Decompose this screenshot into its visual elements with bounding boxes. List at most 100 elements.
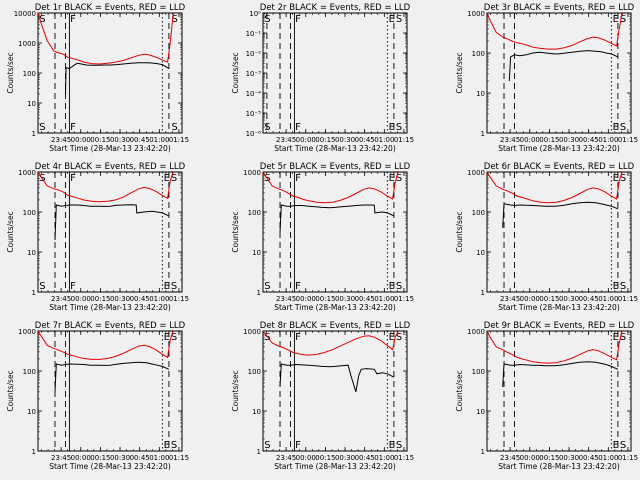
- x-tick-label: 01:00: [374, 295, 394, 303]
- series-line-lld: [487, 172, 624, 204]
- x-tick-label: 23:45: [276, 454, 296, 462]
- event-label-bottom: F: [70, 122, 76, 133]
- x-tick-label: 01:00: [374, 454, 394, 462]
- y-tick-label: 10: [27, 249, 36, 257]
- y-tick-label: 10⁻⁵: [246, 110, 262, 118]
- x-tick-label: 00:45: [130, 295, 150, 303]
- x-tick-label: 00:00: [71, 295, 91, 303]
- x-tick-label: 01:00: [149, 454, 169, 462]
- event-label-top: S: [396, 332, 402, 343]
- x-tick-label: 00:15: [539, 295, 559, 303]
- event-label-top: S: [396, 173, 402, 184]
- y-tick-label: 100: [472, 50, 485, 58]
- plot-frame: [37, 330, 183, 452]
- x-tick-label: 00:15: [315, 136, 335, 144]
- event-label-bottom: S: [264, 281, 270, 292]
- series-line-lld: [38, 331, 175, 360]
- x-tick-label: 01:00: [149, 295, 169, 303]
- y-axis-label: Counts/sec: [455, 211, 464, 252]
- x-tick-label: 01:15: [394, 454, 414, 462]
- panel-title: Det 5r BLACK = Events, RED = LLD: [260, 162, 411, 172]
- x-tick-label: 23:45: [500, 454, 520, 462]
- x-tick-label: 00:45: [355, 454, 375, 462]
- series-group: [38, 172, 175, 241]
- y-tick-label: 100: [472, 368, 485, 376]
- x-tick-label: 00:45: [579, 454, 599, 462]
- x-tick-label: 00:00: [296, 454, 316, 462]
- x-tick-label: 23:45: [276, 136, 296, 144]
- event-label-top: E: [164, 332, 170, 343]
- x-tick-label: 00:15: [539, 454, 559, 462]
- x-tick-label: 23:45: [51, 136, 71, 144]
- x-axis-label: Start Time (28-Mar-13 23:42:20): [498, 462, 620, 471]
- series-line-lld: [487, 13, 624, 50]
- event-label-bottom: F: [295, 281, 301, 292]
- y-tick-label: 100: [472, 209, 485, 217]
- event-label-bottom: S: [620, 122, 626, 133]
- event-label-top: E: [613, 173, 619, 184]
- series-line-lld: [38, 13, 175, 65]
- x-tick-label: 00:45: [130, 454, 150, 462]
- plot-frame: [262, 330, 408, 452]
- event-label-top: S: [620, 14, 626, 25]
- y-axis-label: Counts/sec: [6, 211, 15, 252]
- y-tick-label: 10⁻³: [246, 70, 262, 78]
- x-tick-label: 00:45: [130, 136, 150, 144]
- x-tick-label: 01:15: [618, 454, 638, 462]
- event-label-top: S: [620, 173, 626, 184]
- y-axis-label: Counts/sec: [6, 370, 15, 411]
- event-label-top: F: [295, 173, 301, 184]
- series-group: [263, 172, 400, 233]
- event-label-bottom: F: [70, 281, 76, 292]
- y-tick-label: 1000: [467, 10, 485, 18]
- y-tick-label: 1000: [243, 328, 261, 336]
- event-label-top: S: [39, 14, 45, 25]
- event-label-bottom: E: [613, 440, 619, 451]
- event-label-bottom: S: [620, 281, 626, 292]
- y-tick-label: 1000: [467, 328, 485, 336]
- event-label-bottom: E: [389, 440, 395, 451]
- panel-title: Det 7r BLACK = Events, RED = LLD: [35, 321, 186, 331]
- x-tick-label: 00:45: [355, 136, 375, 144]
- x-tick-label: 00:30: [559, 295, 579, 303]
- series-line-lld: [487, 331, 624, 364]
- event-label-bottom: E: [613, 281, 619, 292]
- y-axis-label: Counts/sec: [6, 52, 15, 93]
- event-label-bottom: S: [172, 122, 178, 133]
- y-tick-label: 1000: [243, 169, 261, 177]
- y-axis-label: Counts/sec: [231, 211, 240, 252]
- event-label-bottom: S: [39, 122, 45, 133]
- event-label-bottom: S: [171, 440, 177, 451]
- event-label-bottom: S: [620, 440, 626, 451]
- x-tick-label: 01:00: [598, 454, 618, 462]
- y-tick-label: 1: [32, 448, 36, 456]
- x-axis-label: Start Time (28-Mar-13 23:42:20): [498, 303, 620, 312]
- x-axis-label: Start Time (28-Mar-13 23:42:20): [498, 144, 620, 153]
- x-tick-label: 00:30: [335, 295, 355, 303]
- x-tick-label: 00:45: [355, 295, 375, 303]
- x-tick-label: 00:00: [296, 136, 316, 144]
- event-label-bottom: E: [389, 122, 395, 133]
- x-axis-label: Start Time (28-Mar-13 23:42:20): [49, 303, 171, 312]
- y-tick-label: 1: [257, 448, 261, 456]
- y-tick-label: 100: [23, 368, 36, 376]
- series-group: [38, 331, 175, 392]
- x-tick-label: 00:00: [520, 136, 540, 144]
- x-tick-label: 00:45: [579, 136, 599, 144]
- series-line-events: [508, 50, 619, 82]
- y-tick-label: 10⁻²: [246, 50, 262, 58]
- y-axis-label: Counts/sec: [231, 370, 240, 411]
- y-tick-label: 100: [248, 209, 261, 217]
- plot-frame: [37, 12, 183, 134]
- x-tick-label: 00:15: [90, 295, 110, 303]
- x-tick-label: 01:15: [618, 295, 638, 303]
- x-tick-label: 00:15: [315, 295, 335, 303]
- x-tick-label: 00:15: [539, 136, 559, 144]
- y-tick-label: 10⁰: [249, 10, 261, 18]
